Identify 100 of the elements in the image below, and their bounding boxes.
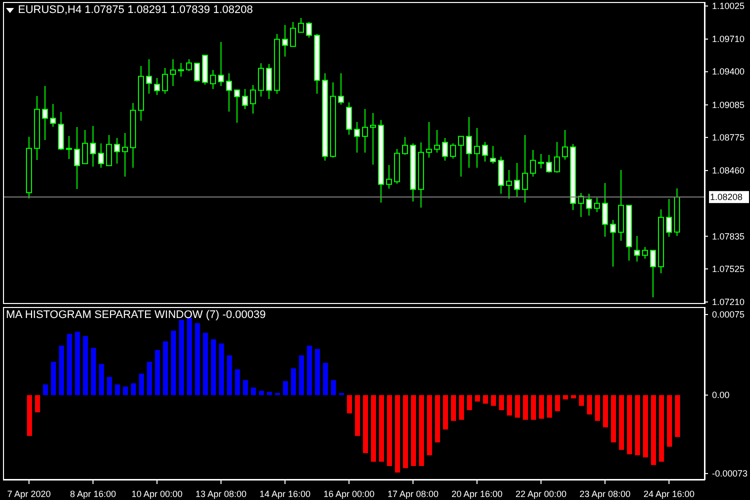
bar: [219, 344, 224, 396]
bar: [491, 395, 496, 406]
candlestick: [474, 127, 480, 168]
candlestick: [362, 108, 368, 154]
bar: [643, 395, 648, 458]
candlestick: [162, 68, 168, 94]
bar: [27, 395, 32, 436]
y-tick-label: 1.08460: [712, 166, 745, 176]
candlestick: [594, 197, 600, 212]
candlestick: [554, 141, 560, 174]
candlestick: [298, 17, 304, 33]
bar: [147, 362, 152, 396]
ref-line-label: 1.08208: [710, 192, 743, 202]
candlestick: [170, 58, 176, 87]
bar: [291, 368, 296, 396]
y-tick-label: 1.09710: [712, 34, 745, 44]
y-tick-label: 0.00075: [712, 310, 745, 320]
bar: [499, 395, 504, 410]
y-tick-label: 1.07210: [712, 297, 745, 307]
candlestick: [522, 134, 528, 204]
y-tick-label: 1.09400: [712, 66, 745, 77]
bar: [267, 392, 272, 396]
bar: [587, 395, 592, 414]
candlestick: [50, 104, 56, 128]
y-tick-label: 1.07835: [712, 231, 745, 242]
x-tick-label: 8 Apr 16:00: [70, 489, 116, 499]
candlestick: [546, 154, 552, 174]
bar: [251, 388, 256, 396]
candlestick: [242, 88, 248, 110]
bar: [35, 395, 40, 412]
bar: [387, 395, 392, 466]
x-tick-label: 14 Apr 16:00: [259, 489, 311, 499]
bar: [51, 362, 56, 396]
candlestick: [250, 84, 256, 114]
candlestick: [482, 141, 488, 162]
x-tick-label: 24 Apr 16:00: [643, 489, 695, 499]
bar: [507, 395, 512, 416]
bar: [459, 395, 464, 420]
bar: [283, 381, 288, 396]
candlestick: [74, 126, 80, 190]
bar: [43, 384, 48, 396]
bar: [115, 384, 120, 396]
bar: [67, 334, 72, 396]
bar: [595, 395, 600, 421]
x-tick-label: 17 Apr 08:00: [387, 489, 439, 499]
candlestick: [210, 70, 216, 90]
candlestick: [90, 125, 96, 168]
bar: [227, 355, 232, 396]
candlestick: [266, 64, 272, 100]
bar: [131, 383, 136, 396]
bar: [171, 330, 176, 396]
bar: [611, 395, 616, 442]
bar: [75, 332, 80, 396]
bar: [635, 395, 640, 456]
candlestick: [602, 182, 608, 238]
candlestick: [642, 246, 648, 260]
bar: [363, 395, 368, 454]
candlestick: [538, 154, 544, 169]
bar: [651, 395, 656, 465]
bar: [571, 395, 576, 398]
y-tick-label: 0.00: [712, 390, 730, 400]
bar: [235, 369, 240, 396]
bar: [659, 395, 664, 462]
bar: [163, 341, 168, 396]
candlestick: [146, 58, 152, 94]
bar: [195, 323, 200, 396]
bar: [155, 350, 160, 396]
bar: [619, 395, 624, 450]
candlestick: [530, 150, 536, 178]
candlestick: [154, 78, 160, 96]
bar: [299, 355, 304, 396]
y-tick-label: 1.10025: [712, 0, 745, 11]
bar: [123, 386, 128, 396]
x-tick-label: 20 Apr 16:00: [451, 489, 503, 499]
y-tick-label: -0.00073: [712, 468, 748, 479]
bar: [555, 395, 560, 412]
bar: [467, 395, 472, 410]
bar: [579, 395, 584, 406]
bar: [603, 395, 608, 428]
bar: [395, 395, 400, 472]
candlestick: [586, 193, 592, 216]
candlestick: [370, 112, 376, 166]
bar: [419, 395, 424, 466]
bar: [515, 395, 520, 418]
candlestick: [194, 62, 200, 82]
candlestick: [114, 137, 120, 164]
candlestick: [106, 134, 112, 166]
bar: [403, 395, 408, 468]
bar: [91, 348, 96, 396]
chart-title: MA HISTOGRAM SEPARATE WINDOW (7) -0.00039: [6, 309, 266, 321]
chart-title: EURUSD,H4 1.07875 1.08291 1.07839 1.08208: [18, 4, 253, 16]
bar: [187, 318, 192, 396]
candlestick: [122, 132, 128, 178]
candlestick: [218, 41, 224, 87]
bar: [179, 320, 184, 396]
bar: [339, 392, 344, 396]
candlestick: [506, 170, 512, 200]
candlestick: [82, 129, 88, 164]
candlestick: [466, 116, 472, 168]
bar: [243, 380, 248, 396]
